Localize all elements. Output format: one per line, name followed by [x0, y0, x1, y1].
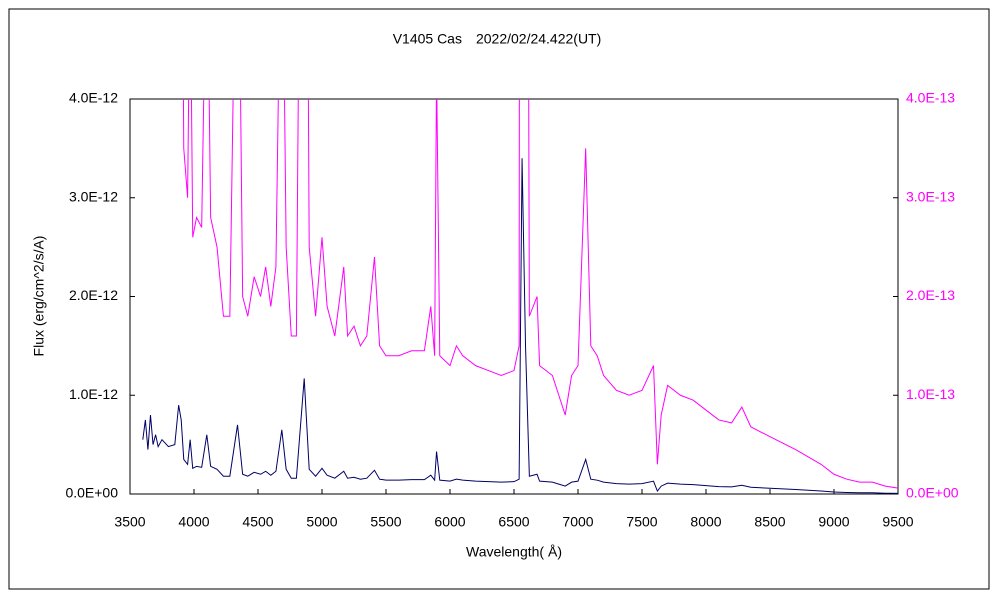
x-tick-label: 5000: [306, 514, 337, 530]
y2-tick-label: 1.0E-13: [906, 386, 955, 402]
y2-tick-label: 2.0E-13: [906, 287, 955, 303]
y-axis-label: Flux (erg/cm^2/s/A): [31, 236, 47, 357]
x-tick-label: 9500: [882, 514, 913, 530]
y-tick-label: 3.0E-12: [69, 188, 118, 204]
y2-tick-label: 3.0E-13: [906, 188, 955, 204]
y-tick-label: 0.0E+00: [65, 485, 118, 501]
x-tick-label: 4000: [178, 514, 209, 530]
y-tick-label: 2.0E-12: [69, 287, 118, 303]
x-tick-label: 4500: [242, 514, 273, 530]
y-tick-label: 1.0E-12: [69, 386, 118, 402]
x-tick-label: 3500: [114, 514, 145, 530]
x-tick-label: 6500: [498, 514, 529, 530]
x-tick-label: 7500: [626, 514, 657, 530]
y2-tick-label: 0.0E+00: [906, 485, 959, 501]
y2-tick-label: 4.0E-13: [906, 90, 955, 106]
x-axis-label: Wavelength( Å): [466, 544, 562, 560]
spectrum-line: [182, 99, 898, 489]
x-tick-label: 9000: [818, 514, 849, 530]
x-tick-label: 6000: [434, 514, 465, 530]
spectrum-line: [142, 158, 898, 494]
x-tick-label: 7000: [562, 514, 593, 530]
x-tick-label: 5500: [370, 514, 401, 530]
x-tick-label: 8000: [690, 514, 721, 530]
chart-title: V1405 Cas 2022/02/24.422(UT): [393, 31, 602, 47]
x-tick-label: 8500: [754, 514, 785, 530]
y-tick-label: 4.0E-12: [69, 90, 118, 106]
plot-frame: [129, 98, 899, 495]
